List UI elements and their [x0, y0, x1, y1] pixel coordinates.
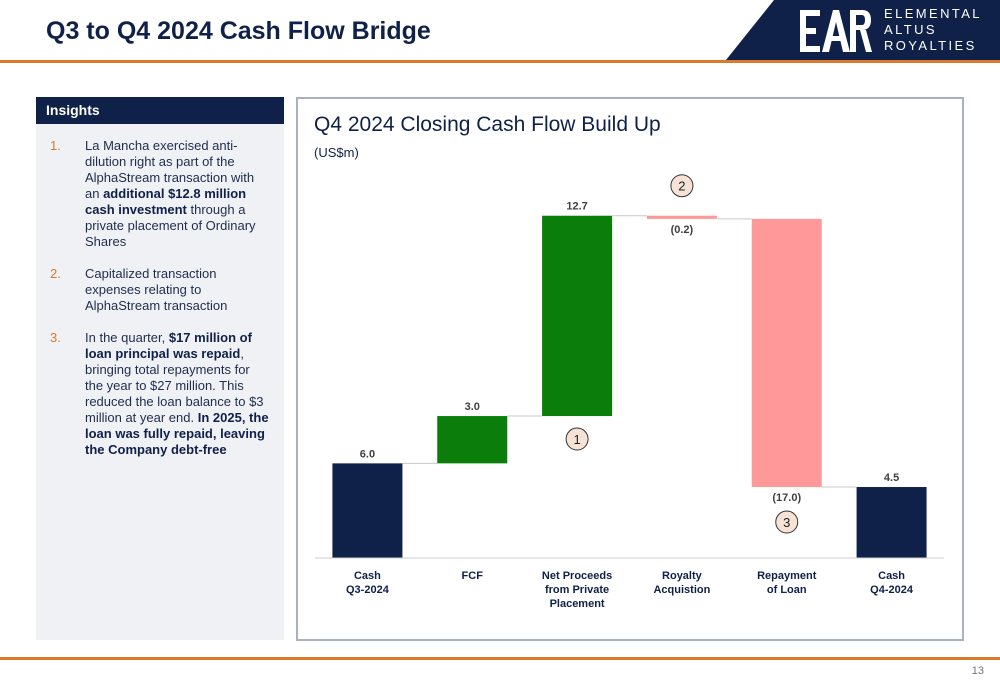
callout-badge [565, 427, 589, 451]
x-tick-label-line: Q4-2024 [870, 584, 914, 596]
x-tick-label-line: FCF [462, 570, 484, 582]
chart-panel: Q4 2024 Closing Cash Flow Build Up (US$m… [296, 97, 964, 641]
x-tick-label: FCF [462, 570, 484, 582]
bar-value-label: 6.0 [360, 448, 375, 460]
x-tick-label: Cash Q4-2024 [870, 570, 914, 596]
callout-badge [670, 174, 694, 198]
x-tick-label-line: Acquistion [653, 584, 710, 596]
insight-number: 1. [50, 138, 61, 153]
waterfall-bar [437, 416, 508, 464]
x-tick-label-line: Q3-2024 [346, 584, 390, 596]
x-tick-label-line: Cash [878, 570, 905, 582]
insights-heading: Insights [36, 97, 284, 124]
insight-item: 3. In the quarter, $17 million of loan pr… [50, 330, 270, 458]
insight-highlight: additional $12.8 million cash investment [85, 186, 247, 217]
x-tick-label: Royalty Acquistion [653, 570, 710, 596]
insights-panel: Insights 1. La Mancha exercised anti-dilu… [36, 97, 284, 640]
x-tick-label-line: Net Proceeds [542, 570, 612, 582]
insight-text: La Mancha exercised anti-dilution right … [85, 138, 270, 250]
page-title: Q3 to Q4 2024 Cash Flow Bridge [46, 17, 431, 45]
callout-number: 3 [783, 515, 790, 530]
waterfall-bar [646, 215, 717, 219]
insights-list: 1. La Mancha exercised anti-dilution righ… [36, 124, 284, 458]
x-tick-label-line: from Private [545, 584, 609, 596]
header-accent-rule [0, 60, 1000, 63]
bar-value-label: 4.5 [884, 472, 899, 484]
insight-number: 3. [50, 330, 61, 345]
logo-word-1: ELEMENTAL [884, 6, 982, 21]
x-tick-label: Cash Q3-2024 [346, 570, 390, 596]
waterfall-bar [542, 215, 613, 417]
x-tick-label-line: of Loan [767, 584, 807, 596]
bar-value-label: (0.2) [671, 224, 694, 236]
x-tick-label-line: Cash [354, 570, 381, 582]
insight-segment: , bringing total repayments for the year… [85, 346, 264, 425]
insight-text: In the quarter, $17 million of loan prin… [85, 330, 270, 458]
waterfall-bar [751, 218, 822, 488]
chart-title: Q4 2024 Closing Cash Flow Build Up [314, 113, 661, 136]
insight-item: 1. La Mancha exercised anti-dilution righ… [50, 138, 270, 250]
logo-wordmark: ELEMENTAL ALTUS ROYALTIES [884, 6, 982, 54]
callout-number: 1 [573, 432, 580, 447]
insight-highlight: $17 million of loan principal was repaid [85, 330, 252, 361]
insight-number: 2. [50, 266, 61, 281]
bar-value-label: 3.0 [465, 401, 480, 413]
logo-word-3: ROYALTIES [884, 38, 977, 53]
insight-segment: through a private placement of Ordinary … [85, 202, 256, 249]
bar-value-label: (17.0) [772, 492, 801, 504]
footer-accent-rule [0, 657, 1000, 660]
insight-segment: In the quarter, [85, 330, 169, 345]
insight-text: Capitalized transaction expenses relatin… [85, 266, 270, 314]
insight-item: 2. Capitalized transaction expenses relat… [50, 266, 270, 314]
bar-value-label: 12.7 [566, 201, 587, 213]
insight-segment: La Mancha exercised anti-dilution right … [85, 138, 255, 201]
waterfall-bar [332, 463, 403, 558]
x-tick-label: Repayment of Loan [757, 570, 817, 596]
callout-badge [775, 510, 799, 534]
x-tick-label: Net Proceeds from Private Placement [542, 570, 612, 610]
waterfall-chart: 6.0 3.0 12.7 (0.2) (17.0) 4.5 Cash Q3-2024 FCF Ne… [315, 174, 944, 610]
page-number: 13 [971, 665, 984, 677]
insight-segment: Capitalized transaction expenses relatin… [85, 266, 228, 313]
callout-number: 2 [678, 179, 685, 194]
x-tick-label-line: Placement [550, 598, 605, 610]
logo-word-2: ALTUS [884, 22, 937, 37]
x-tick-label-line: Royalty [662, 570, 703, 582]
waterfall-bar [856, 487, 927, 558]
x-tick-label-line: Repayment [757, 570, 817, 582]
logo-mark-icon [800, 10, 872, 52]
chart-subtitle: (US$m) [314, 145, 359, 160]
insight-highlight: In 2025, the loan was fully repaid, leav… [85, 410, 269, 457]
